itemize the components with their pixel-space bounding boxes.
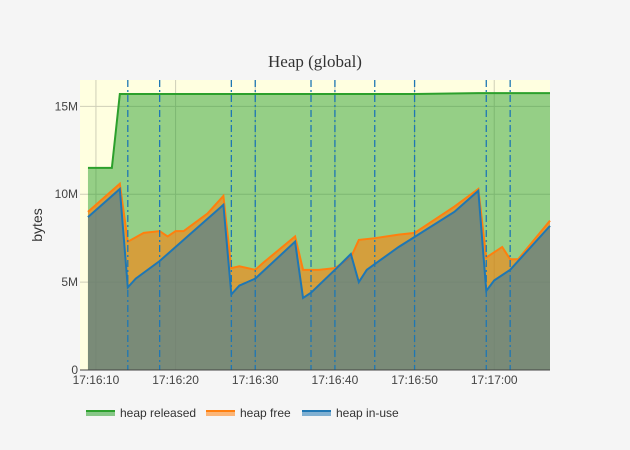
- legend: heap released heap free heap in-use: [86, 406, 399, 420]
- legend-label: heap free: [240, 406, 291, 420]
- legend-label: heap released: [120, 406, 196, 420]
- legend-swatch: [302, 411, 331, 416]
- x-tick-label: 17:16:40: [312, 373, 359, 387]
- x-tick-label: 17:16:20: [152, 373, 199, 387]
- gc-event-lines: [127, 80, 511, 370]
- legend-label: heap in-use: [336, 406, 399, 420]
- x-tick-label: 17:16:50: [391, 373, 438, 387]
- series-areas: [87, 92, 551, 370]
- series-area-inuse: [87, 188, 551, 370]
- x-tick-label: 17:16:10: [73, 373, 120, 387]
- y-tick-label: 0: [71, 363, 78, 377]
- legend-swatch: [86, 411, 115, 416]
- y-axis-label: bytes: [29, 208, 45, 241]
- x-tick-label: 17:17:00: [471, 373, 518, 387]
- y-tick-label: 5M: [61, 275, 78, 289]
- series-line-released: [87, 92, 550, 169]
- y-tick-labels: 0 5M 10M 15M: [55, 99, 79, 377]
- x-tick-label: 17:16:30: [232, 373, 279, 387]
- legend-item-free[interactable]: heap free: [206, 406, 291, 420]
- legend-swatch: [206, 411, 235, 416]
- y-tick-label: 10M: [55, 187, 78, 201]
- legend-item-inuse[interactable]: heap in-use: [302, 406, 399, 420]
- y-tick-label: 15M: [55, 99, 78, 113]
- chart-title: Heap (global): [268, 52, 362, 71]
- x-tick-labels: 17:16:10 17:16:20 17:16:30 17:16:40 17:16:50…: [73, 373, 518, 387]
- legend-item-released[interactable]: heap released: [86, 406, 196, 420]
